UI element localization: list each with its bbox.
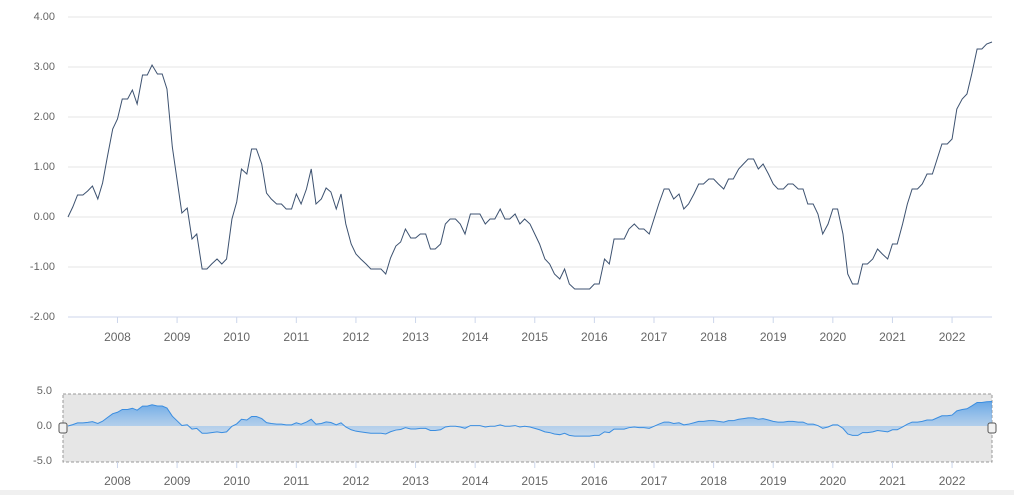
y-tick-label: 2.00 [34, 111, 55, 123]
x-tick-label: 2018 [700, 330, 727, 344]
y-tick-label: 0.00 [34, 211, 55, 223]
navigator-y-tick-label: 5.0 [37, 385, 52, 397]
navigator-area [68, 401, 992, 437]
navigator-x-tick-label: 2017 [641, 474, 668, 488]
navigator-y-tick-label: 0.0 [37, 420, 52, 432]
navigator-x-tick-label: 2009 [164, 474, 191, 488]
navigator-x-tick-label: 2014 [462, 474, 489, 488]
x-tick-label: 2016 [581, 330, 608, 344]
y-tick-label: 1.00 [34, 161, 55, 173]
navigator-line [67, 401, 993, 437]
x-tick-label: 2015 [521, 330, 548, 344]
navigator-x-tick-label: 2018 [700, 474, 727, 488]
navigator-x-tick-label: 2011 [283, 474, 309, 488]
x-tick-label: 2009 [164, 330, 191, 344]
navigator-x-tick-label: 2021 [879, 474, 906, 488]
x-tick-label: 2013 [402, 330, 429, 344]
navigator-x-tick-label: 2008 [104, 474, 131, 488]
x-tick-label: 2019 [760, 330, 787, 344]
navigator-x-tick-label: 2010 [223, 474, 250, 488]
y-tick-label: -2.00 [30, 311, 55, 323]
x-tick-label: 2017 [641, 330, 668, 344]
navigator-x-tick-label: 2022 [939, 474, 966, 488]
navigator-handle[interactable] [987, 422, 997, 434]
x-tick-label: 2020 [819, 330, 846, 344]
navigator-x-tick-label: 2015 [521, 474, 548, 488]
line-series [67, 41, 993, 290]
x-tick-label: 2014 [462, 330, 489, 344]
navigator-x-tick-label: 2016 [581, 474, 608, 488]
navigator-handle[interactable] [58, 422, 68, 434]
navigator-x-tick-label: 2020 [819, 474, 846, 488]
y-tick-label: 3.00 [34, 61, 55, 73]
x-tick-label: 2021 [879, 330, 906, 344]
x-tick-label: 2022 [939, 330, 966, 344]
x-tick-label: 2012 [343, 330, 370, 344]
navigator-x-tick-label: 2012 [343, 474, 370, 488]
navigator-y-tick-label: -5.0 [33, 455, 52, 467]
x-tick-label: 2010 [223, 330, 250, 344]
bottom-strip [0, 490, 1014, 495]
navigator-x-tick-label: 2013 [402, 474, 429, 488]
x-tick-label: 2011 [283, 330, 309, 344]
x-tick-label: 2008 [104, 330, 131, 344]
y-tick-label: 4.00 [34, 11, 55, 23]
navigator-x-tick-label: 2019 [760, 474, 787, 488]
y-tick-label: -1.00 [30, 261, 55, 273]
